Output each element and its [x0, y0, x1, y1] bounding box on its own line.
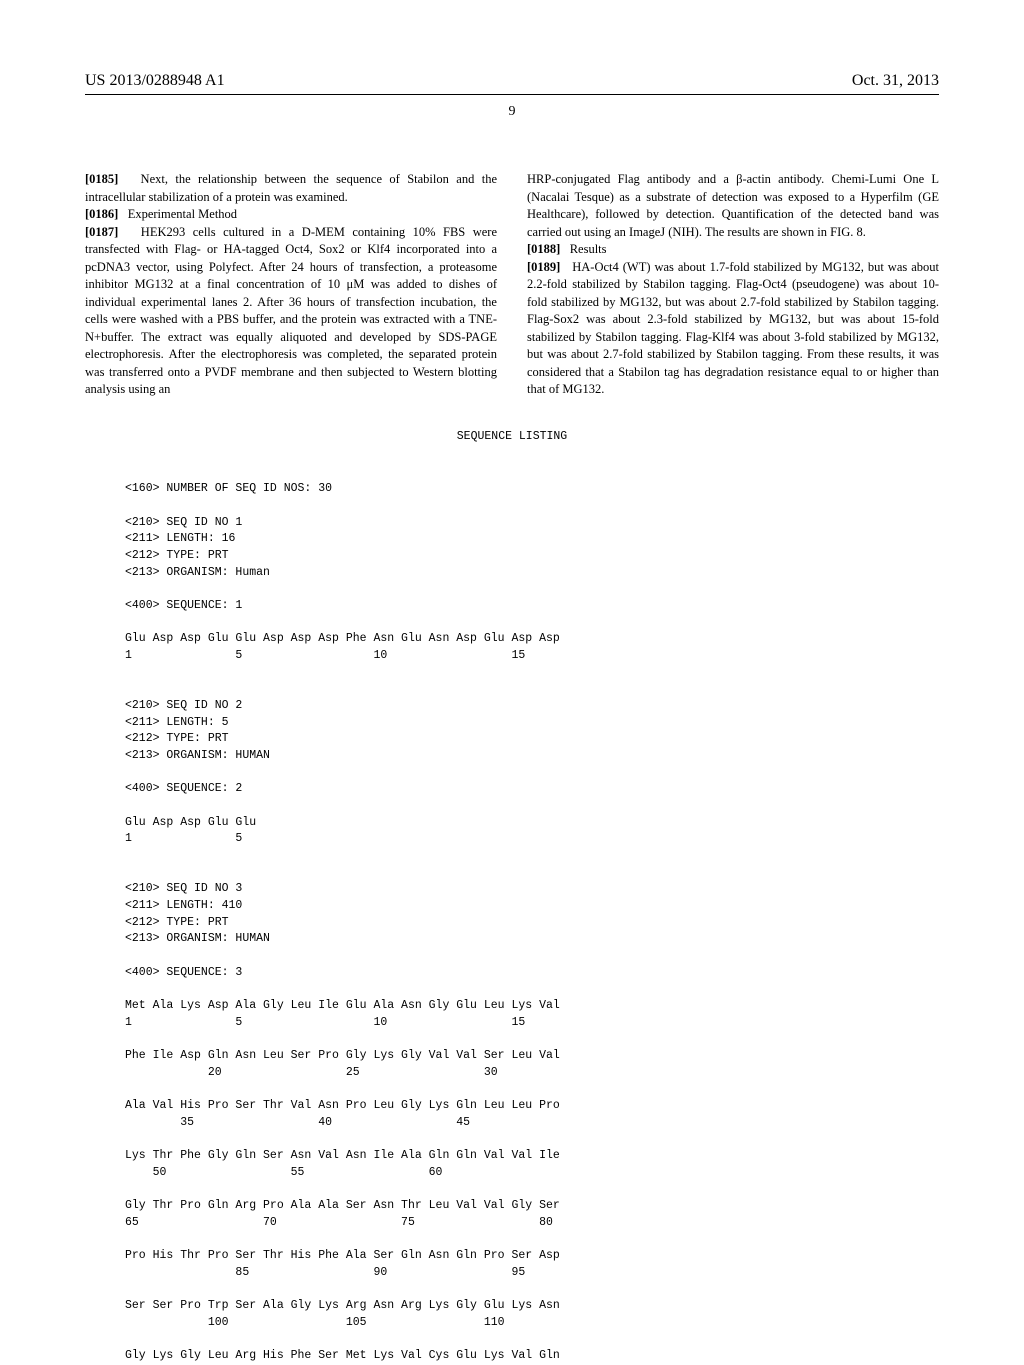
seq3-pos: 50 55 60 — [125, 1166, 442, 1179]
seq1-length: <211> LENGTH: 16 — [125, 532, 235, 545]
left-column: [0185] Next, the relationship between th… — [85, 171, 497, 399]
seq1-id: <210> SEQ ID NO 1 — [125, 516, 242, 529]
seq1-organism: <213> ORGANISM: Human — [125, 566, 270, 579]
sequence-listing-title: SEQUENCE LISTING — [85, 429, 939, 445]
para-text: Experimental Method — [128, 207, 237, 221]
para-text: HA-Oct4 (WT) was about 1.7-fold stabiliz… — [527, 260, 939, 397]
seq3-marker: <400> SEQUENCE: 3 — [125, 966, 242, 979]
page-header: US 2013/0288948 A1 Oct. 31, 2013 — [85, 70, 939, 95]
seq3-pos: 20 25 30 — [125, 1066, 498, 1079]
paragraph: [0187] HEK293 cells cultured in a D-MEM … — [85, 224, 497, 399]
seq3-pos: 1 5 10 15 — [125, 1016, 525, 1029]
seq1-pos: 1 5 10 15 — [125, 649, 525, 662]
paragraph: [0185] Next, the relationship between th… — [85, 171, 497, 206]
seq3-pos: 85 90 95 — [125, 1266, 525, 1279]
right-column: HRP-conjugated Flag antibody and a β-act… — [527, 171, 939, 399]
seq3-id: <210> SEQ ID NO 3 — [125, 882, 242, 895]
sequence-listing: <160> NUMBER OF SEQ ID NOS: 30 <210> SEQ… — [125, 465, 939, 1365]
seq2-organism: <213> ORGANISM: HUMAN — [125, 749, 270, 762]
seq1-marker: <400> SEQUENCE: 1 — [125, 599, 242, 612]
seq3-length: <211> LENGTH: 410 — [125, 899, 242, 912]
patent-date: Oct. 31, 2013 — [852, 70, 939, 92]
page-number: 9 — [85, 103, 939, 122]
paragraph: [0188] Results — [527, 241, 939, 259]
seq3-pos: 100 105 110 — [125, 1316, 505, 1329]
seq2-pos: 1 5 — [125, 832, 242, 845]
para-num: [0186] — [85, 207, 118, 221]
para-num: [0187] — [85, 225, 118, 239]
seq3-line: Lys Thr Phe Gly Gln Ser Asn Val Asn Ile … — [125, 1149, 560, 1162]
para-text: HEK293 cells cultured in a D-MEM contain… — [85, 225, 497, 397]
seq3-line: Met Ala Lys Asp Ala Gly Leu Ile Glu Ala … — [125, 999, 560, 1012]
seq2-length: <211> LENGTH: 5 — [125, 716, 229, 729]
seq3-organism: <213> ORGANISM: HUMAN — [125, 932, 270, 945]
patent-number: US 2013/0288948 A1 — [85, 70, 225, 92]
para-num: [0189] — [527, 260, 560, 274]
seq2-id: <210> SEQ ID NO 2 — [125, 699, 242, 712]
paragraph-continuation: HRP-conjugated Flag antibody and a β-act… — [527, 171, 939, 241]
num-seqs: <160> NUMBER OF SEQ ID NOS: 30 — [125, 482, 332, 495]
seq1-type: <212> TYPE: PRT — [125, 549, 229, 562]
seq3-line: Ala Val His Pro Ser Thr Val Asn Pro Leu … — [125, 1099, 560, 1112]
para-num: [0188] — [527, 242, 560, 256]
seq3-line: Ser Ser Pro Trp Ser Ala Gly Lys Arg Asn … — [125, 1299, 560, 1312]
seq1-line: Glu Asp Asp Glu Glu Asp Asp Asp Phe Asn … — [125, 632, 560, 645]
seq3-line: Gly Thr Pro Gln Arg Pro Ala Ala Ser Asn … — [125, 1199, 560, 1212]
seq2-marker: <400> SEQUENCE: 2 — [125, 782, 242, 795]
paragraph: [0186] Experimental Method — [85, 206, 497, 224]
para-text: Results — [570, 242, 607, 256]
para-num: [0185] — [85, 172, 118, 186]
seq2-type: <212> TYPE: PRT — [125, 732, 229, 745]
seq3-line: Pro His Thr Pro Ser Thr His Phe Ala Ser … — [125, 1249, 560, 1262]
seq3-line: Phe Ile Asp Gln Asn Leu Ser Pro Gly Lys … — [125, 1049, 560, 1062]
seq3-type: <212> TYPE: PRT — [125, 916, 229, 929]
paragraph: [0189] HA-Oct4 (WT) was about 1.7-fold s… — [527, 259, 939, 399]
para-text: Next, the relationship between the seque… — [85, 172, 497, 204]
seq3-pos: 35 40 45 — [125, 1116, 470, 1129]
text-columns: [0185] Next, the relationship between th… — [85, 171, 939, 399]
seq3-line: Gly Lys Gly Leu Arg His Phe Ser Met Lys … — [125, 1349, 560, 1362]
seq3-pos: 65 70 75 80 — [125, 1216, 553, 1229]
seq2-line: Glu Asp Asp Glu Glu — [125, 816, 256, 829]
